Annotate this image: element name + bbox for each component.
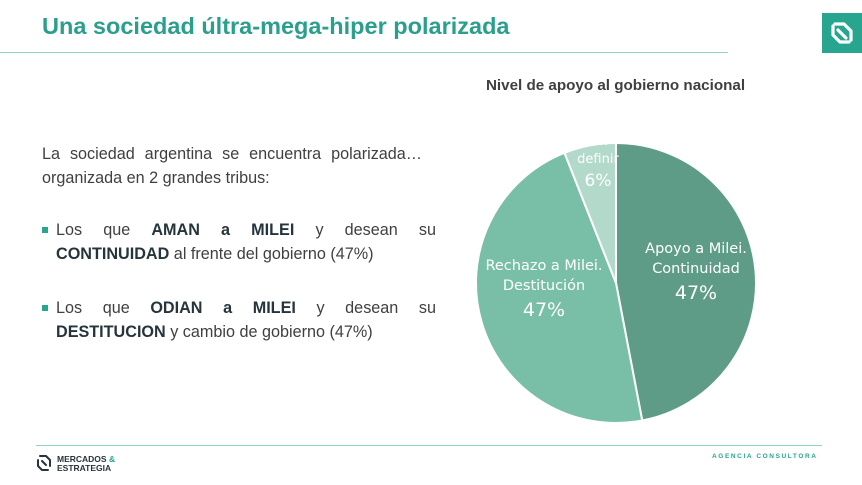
slide-title: Una sociedad últra-mega-hiper polarizada (42, 13, 510, 39)
intro-paragraph: La sociedad argentina se encuentra polar… (42, 145, 422, 187)
brand-amp: & (108, 454, 116, 464)
slice-value-label: 47% (523, 299, 565, 321)
bullet-text: Los que (56, 299, 151, 317)
bullet-text: y desean su (295, 299, 436, 317)
slice-category-label: Continuidad (652, 261, 740, 277)
brand-line-2: ESTRATEGIA (57, 463, 112, 473)
slice-category-label: Sin (588, 134, 608, 149)
brand-line-1: MERCADOS (57, 454, 107, 464)
bullet-bold: CONTINUIDAD (56, 245, 170, 263)
bullet-bold: AMAN a MILEI (151, 221, 295, 239)
slice-value-label: 47% (675, 282, 717, 304)
bullet-bold: DESTITUCION (56, 323, 166, 341)
chart-title: Nivel de apoyo al gobierno nacional (485, 77, 746, 94)
title-divider (0, 52, 728, 53)
brand-logo-icon (822, 13, 862, 53)
bullet-square-icon (42, 305, 48, 311)
footer-brand: MERCADOS & ESTRATEGIA (57, 455, 115, 473)
slice-category-label: Apoyo a Milei. (645, 241, 747, 257)
slice-category-label: Destitución (503, 278, 585, 294)
footer-divider (36, 445, 822, 446)
pie-slice-apoyo (615, 141, 757, 422)
slice-category-label: definir (577, 152, 619, 167)
bullet-aman: Los que AMAN a MILEI y desean su CONTINU… (42, 218, 436, 266)
footer-tagline: AGENCIA CONSULTORA (712, 453, 818, 460)
bullet-odian: Los que ODIAN a MILEI y desean su DESTIT… (42, 296, 436, 344)
footer-logo-icon (34, 453, 54, 473)
bullet-text: y desean su (294, 221, 436, 239)
bullet-bold: ODIAN a MILEI (150, 299, 296, 317)
bullet-text: al frente del gobierno (47%) (169, 245, 374, 263)
pie-slice-rechazo (475, 151, 644, 424)
bullet-text: y cambio de gobierno (47%) (165, 323, 373, 341)
bullet-text: Los que (56, 221, 152, 239)
slice-category-label: Rechazo a Milei. (485, 258, 602, 274)
slice-value-label: 6% (585, 171, 612, 191)
pie-slice-sin-definir (563, 141, 617, 284)
bullet-square-icon (42, 227, 48, 233)
